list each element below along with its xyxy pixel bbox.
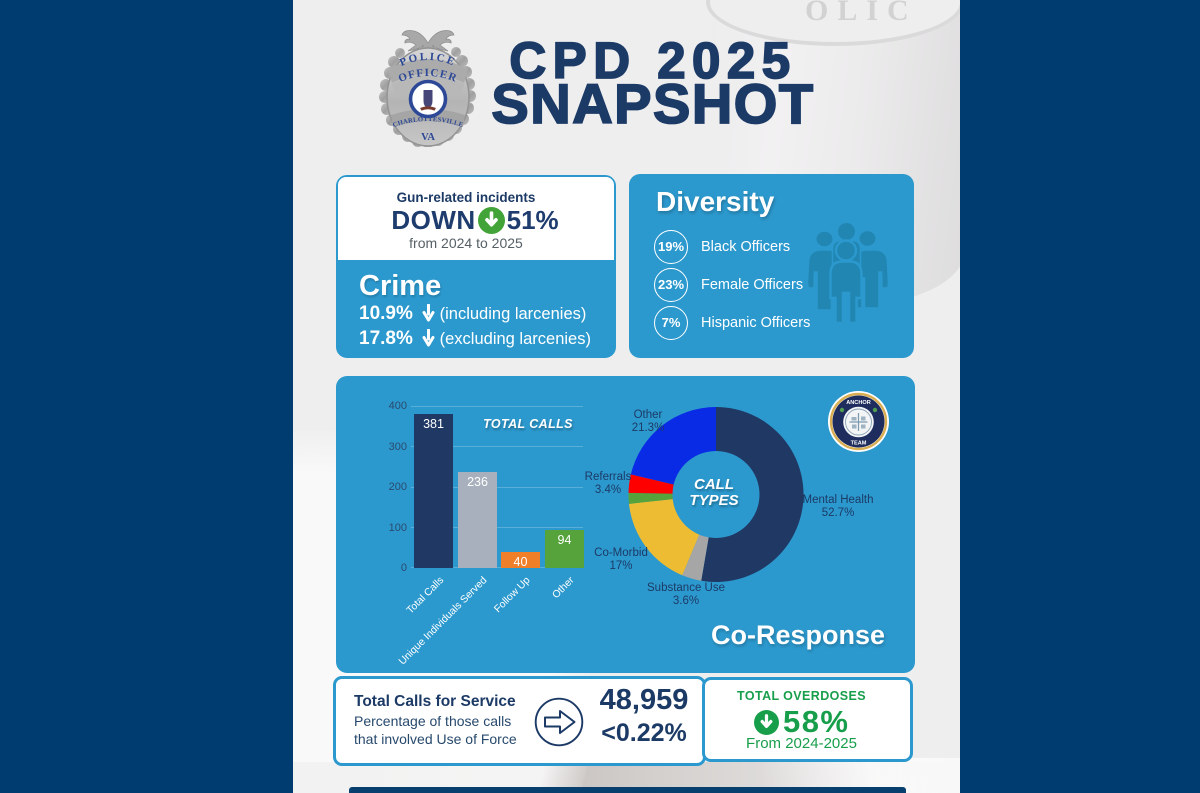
svg-text:VA: VA: [421, 132, 435, 143]
svg-text:POLICE: POLICE: [398, 51, 458, 69]
svg-text:OFFICER: OFFICER: [397, 67, 460, 85]
svg-text:ANCHOR: ANCHOR: [846, 400, 871, 406]
svg-text:TEAM: TEAM: [851, 441, 867, 447]
